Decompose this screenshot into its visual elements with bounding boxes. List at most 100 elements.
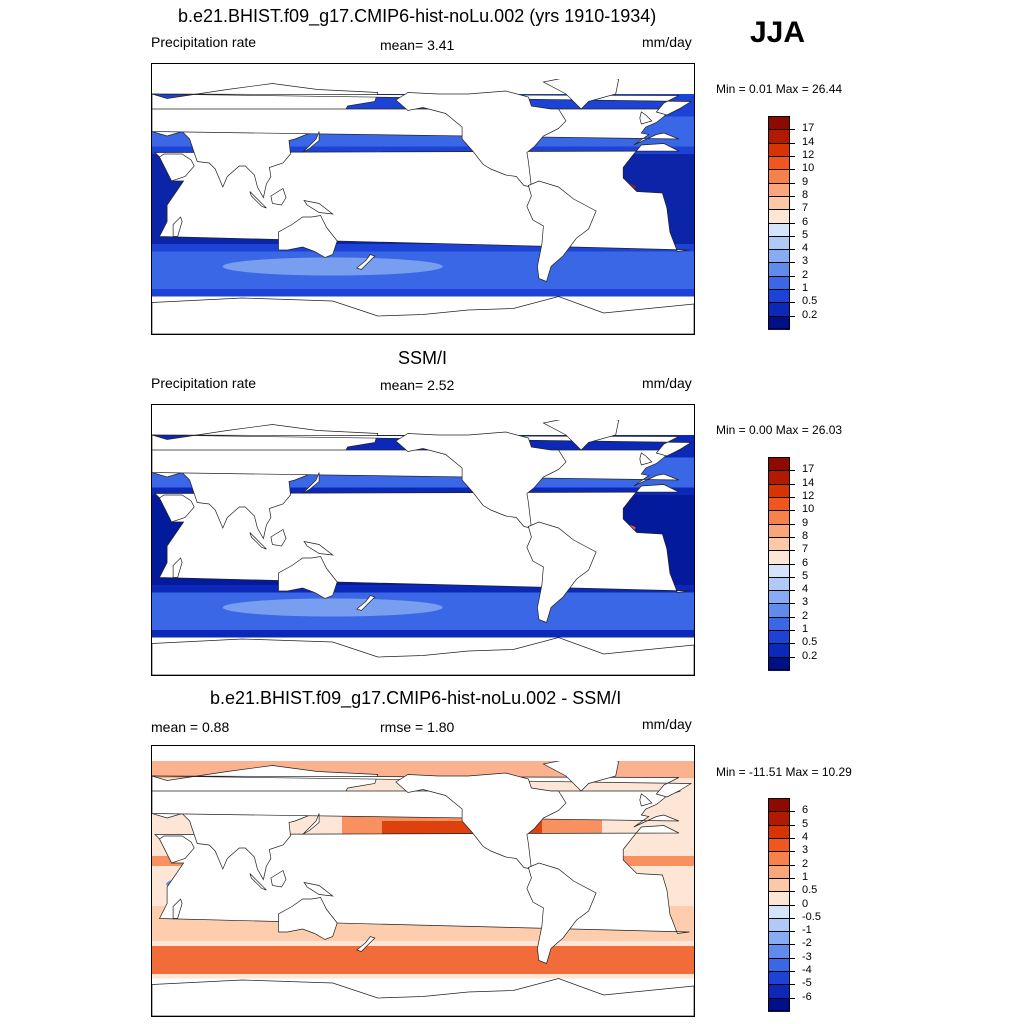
colorbar-label: 5: [802, 817, 809, 830]
colorbar-label: 17: [802, 463, 815, 476]
colorbar-swatch: [768, 249, 790, 264]
colorbar-label: -2: [802, 937, 812, 950]
colorbar-swatch: [768, 864, 790, 879]
colorbar-label: 6: [802, 556, 809, 569]
panel3-rmse-label: rmse = 1.80: [380, 719, 455, 735]
panel1-mean-label: mean= 3.41: [380, 37, 455, 53]
colorbar-border: [768, 116, 790, 329]
colorbar-swatch: [768, 222, 790, 237]
colorbar-label: 9: [802, 175, 809, 188]
colorbar-tick: [790, 837, 795, 839]
colorbar-tick: [790, 302, 795, 304]
colorbar-label: 12: [802, 489, 815, 502]
colorbar-label: 2: [802, 857, 809, 870]
colorbar-swatch: [768, 563, 790, 578]
colorbar-tick: [790, 496, 795, 498]
colorbar-tick: [790, 811, 795, 813]
colorbar-label: 17: [802, 122, 815, 135]
colorbar-tick: [790, 997, 795, 999]
panel2-colorbar: 17 14 12 10 9 8 7 6 5 4 3 2 1 0.5 0.2: [768, 457, 848, 671]
colorbar-tick: [790, 470, 795, 472]
colorbar-tick: [790, 510, 795, 512]
colorbar-label: 3: [802, 255, 809, 268]
panel1-minmax: Min = 0.01 Max = 26.44: [716, 82, 843, 96]
colorbar-label: 2: [802, 609, 809, 622]
colorbar-swatch: [768, 944, 790, 959]
colorbar-swatch: [768, 904, 790, 919]
colorbar-tick: [790, 523, 795, 525]
colorbar-tick: [790, 483, 795, 485]
colorbar-tick: [790, 563, 795, 565]
colorbar-tick: [790, 616, 795, 618]
colorbar-tick: [790, 576, 795, 578]
panel1-map-svg: [152, 64, 694, 334]
colorbar-label: 14: [802, 476, 815, 489]
colorbar-label: 1: [802, 623, 809, 636]
colorbar-label: 8: [802, 529, 809, 542]
colorbar-label: 4: [802, 583, 809, 596]
colorbar-tick: [790, 957, 795, 959]
colorbar-label: -0.5: [802, 910, 821, 923]
colorbar-swatch: [768, 877, 790, 893]
colorbar-label: 0.2: [802, 308, 818, 321]
colorbar-tick: [790, 590, 795, 592]
colorbar-swatch: [768, 142, 790, 157]
colorbar-swatch: [768, 824, 790, 839]
panel1-variable-label: Precipitation rate: [151, 34, 257, 50]
colorbar-tick: [790, 550, 795, 552]
panel3-minmax: Min = -11.51 Max = 10.29: [716, 765, 852, 779]
colorbar-swatch: [768, 289, 790, 304]
colorbar-label: 10: [802, 162, 815, 175]
colorbar-swatch: [768, 182, 790, 197]
colorbar-tick: [790, 864, 795, 866]
colorbar-swatch: [768, 496, 790, 512]
panel2-mean-label: mean= 2.52: [380, 377, 455, 393]
colorbar-swatch: [768, 837, 790, 853]
colorbar-swatch: [768, 470, 790, 485]
colorbar-label: -1: [802, 924, 812, 937]
colorbar-swatch: [768, 643, 790, 658]
colorbar-swatch: [768, 129, 790, 144]
colorbar-swatch: [768, 169, 790, 184]
colorbar-swatch: [768, 523, 790, 538]
colorbar-tick: [790, 931, 795, 933]
colorbar-swatch: [768, 302, 790, 317]
colorbar-label: 5: [802, 569, 809, 582]
colorbar-tick: [790, 917, 795, 919]
colorbar-swatch: [768, 510, 790, 525]
colorbar-tick: [790, 824, 795, 826]
colorbar-tick: [790, 249, 795, 251]
colorbar-swatch: [768, 957, 790, 973]
colorbar-label: 3: [802, 844, 809, 857]
colorbar-tick: [790, 289, 795, 291]
colorbar-label: 1: [802, 282, 809, 295]
panel2-units-label: mm/day: [642, 375, 692, 391]
colorbar-tick: [790, 275, 795, 277]
colorbar-label: 10: [802, 503, 815, 516]
panel3-map-svg: [152, 746, 694, 1016]
colorbar-tick: [790, 129, 795, 131]
colorbar-tick: [790, 630, 795, 632]
colorbar-tick: [790, 877, 795, 879]
colorbar-label: 1: [802, 870, 809, 883]
panel1-title: b.e21.BHIST.f09_g17.CMIP6-hist-noLu.002 …: [178, 6, 657, 26]
colorbar-label: 7: [802, 202, 809, 215]
panel1-colorbar: 17 14 12 10 9 8 7 6 5 4 3 2 1 0.5 0.2: [768, 116, 848, 330]
panel1-units-label: mm/day: [642, 34, 692, 50]
colorbar-label: 0.5: [802, 884, 818, 897]
panel2-title: SSM/I: [398, 348, 448, 368]
colorbar-label: 7: [802, 543, 809, 556]
panel3-map: [151, 745, 695, 1017]
colorbar-swatch: [768, 997, 790, 1012]
colorbar-tick: [790, 155, 795, 157]
colorbar-tick: [790, 851, 795, 853]
colorbar-swatch: [768, 851, 790, 866]
colorbar-label: 0: [802, 897, 809, 910]
colorbar-swatch: [768, 917, 790, 933]
colorbar-tick: [790, 235, 795, 237]
colorbar-swatch: [768, 209, 790, 224]
colorbar-tick: [790, 222, 795, 224]
colorbar-tick: [790, 169, 795, 171]
colorbar-label: -3: [802, 950, 812, 963]
panel3-title: b.e21.BHIST.f09_g17.CMIP6-hist-noLu.002 …: [210, 688, 622, 708]
